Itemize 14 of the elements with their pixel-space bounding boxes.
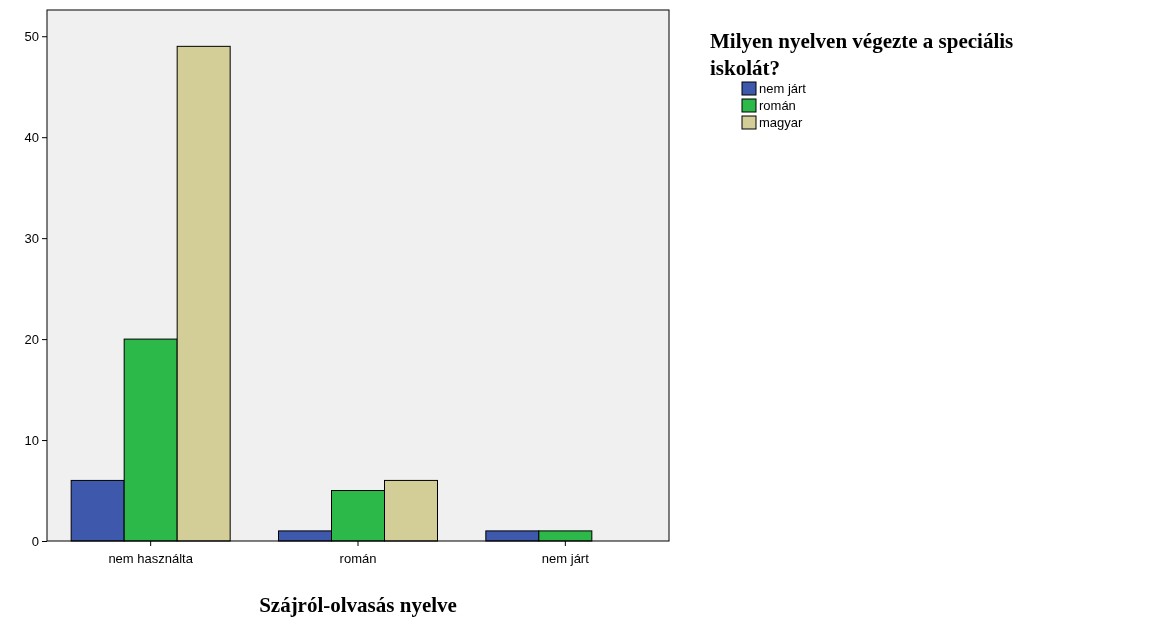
- y-tick-label: 30: [24, 230, 39, 246]
- y-tick-label: 50: [24, 28, 39, 44]
- legend-label: román: [759, 98, 796, 113]
- x-tick-label: nem járt: [541, 551, 590, 567]
- legend-label: nem járt: [759, 81, 807, 96]
- y-tick-label: 0: [31, 533, 39, 549]
- legend-title: Milyen nyelven végezte a speciális iskolát?: [710, 29, 1014, 80]
- y-tick-label: 10: [24, 432, 39, 448]
- legend-label: magyar: [759, 115, 804, 130]
- y-tick-label: 40: [24, 129, 39, 145]
- x-tick-label: román: [339, 551, 377, 567]
- y-tick-label: 20: [24, 331, 39, 347]
- x-axis-title: Szájról-olvasás nyelve: [259, 593, 457, 617]
- x-tick-label: nem használta: [108, 551, 194, 567]
